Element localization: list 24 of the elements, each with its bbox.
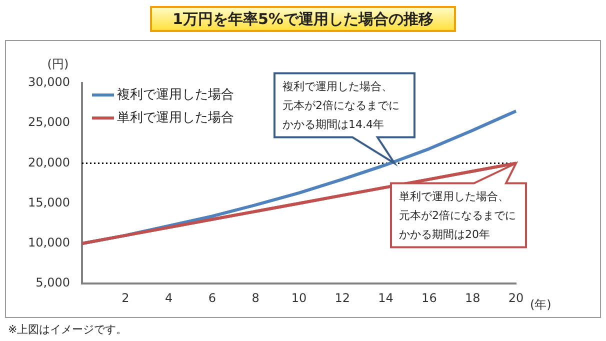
x-tick-label: 6: [208, 290, 216, 305]
x-tick-label: 2: [122, 290, 130, 305]
text: ※上図はイメージです。: [8, 322, 128, 337]
x-tick-label: 18: [464, 290, 480, 305]
annotation: 単利で運用した場合、元本が2倍になるまでにかかる期間は20年: [399, 190, 516, 242]
x-axis-title: (年): [530, 298, 552, 312]
x-tick-label: 20: [508, 290, 524, 305]
y-tick-label: 20,000: [28, 155, 70, 170]
legend-label: 複利で運用した場合: [116, 87, 234, 102]
annotation: 複利で運用した場合、元本が2倍になるまでにかかる期間は14.4年: [282, 80, 400, 132]
y-axis-title: (円): [47, 57, 69, 72]
x-tick-label: 16: [422, 290, 437, 305]
x-tick-label: 14: [378, 290, 394, 305]
x-tick-label: 12: [334, 290, 350, 305]
x-tick-label: 4: [164, 290, 173, 305]
y-tick-label: 30,000: [28, 75, 70, 90]
y-tick-label: 10,000: [28, 236, 70, 250]
y-tick-label: 15,000: [28, 195, 70, 210]
chart-title: 1万円を年率5%で運用した場合の推移: [150, 6, 456, 32]
x-tick-label: 10: [291, 290, 307, 305]
legend-label: 単利で運用した場合: [116, 110, 234, 126]
y-tick-label: 25,000: [28, 115, 70, 130]
x-tick-label: 8: [252, 290, 260, 305]
y-tick-label: 5,000: [36, 276, 70, 290]
